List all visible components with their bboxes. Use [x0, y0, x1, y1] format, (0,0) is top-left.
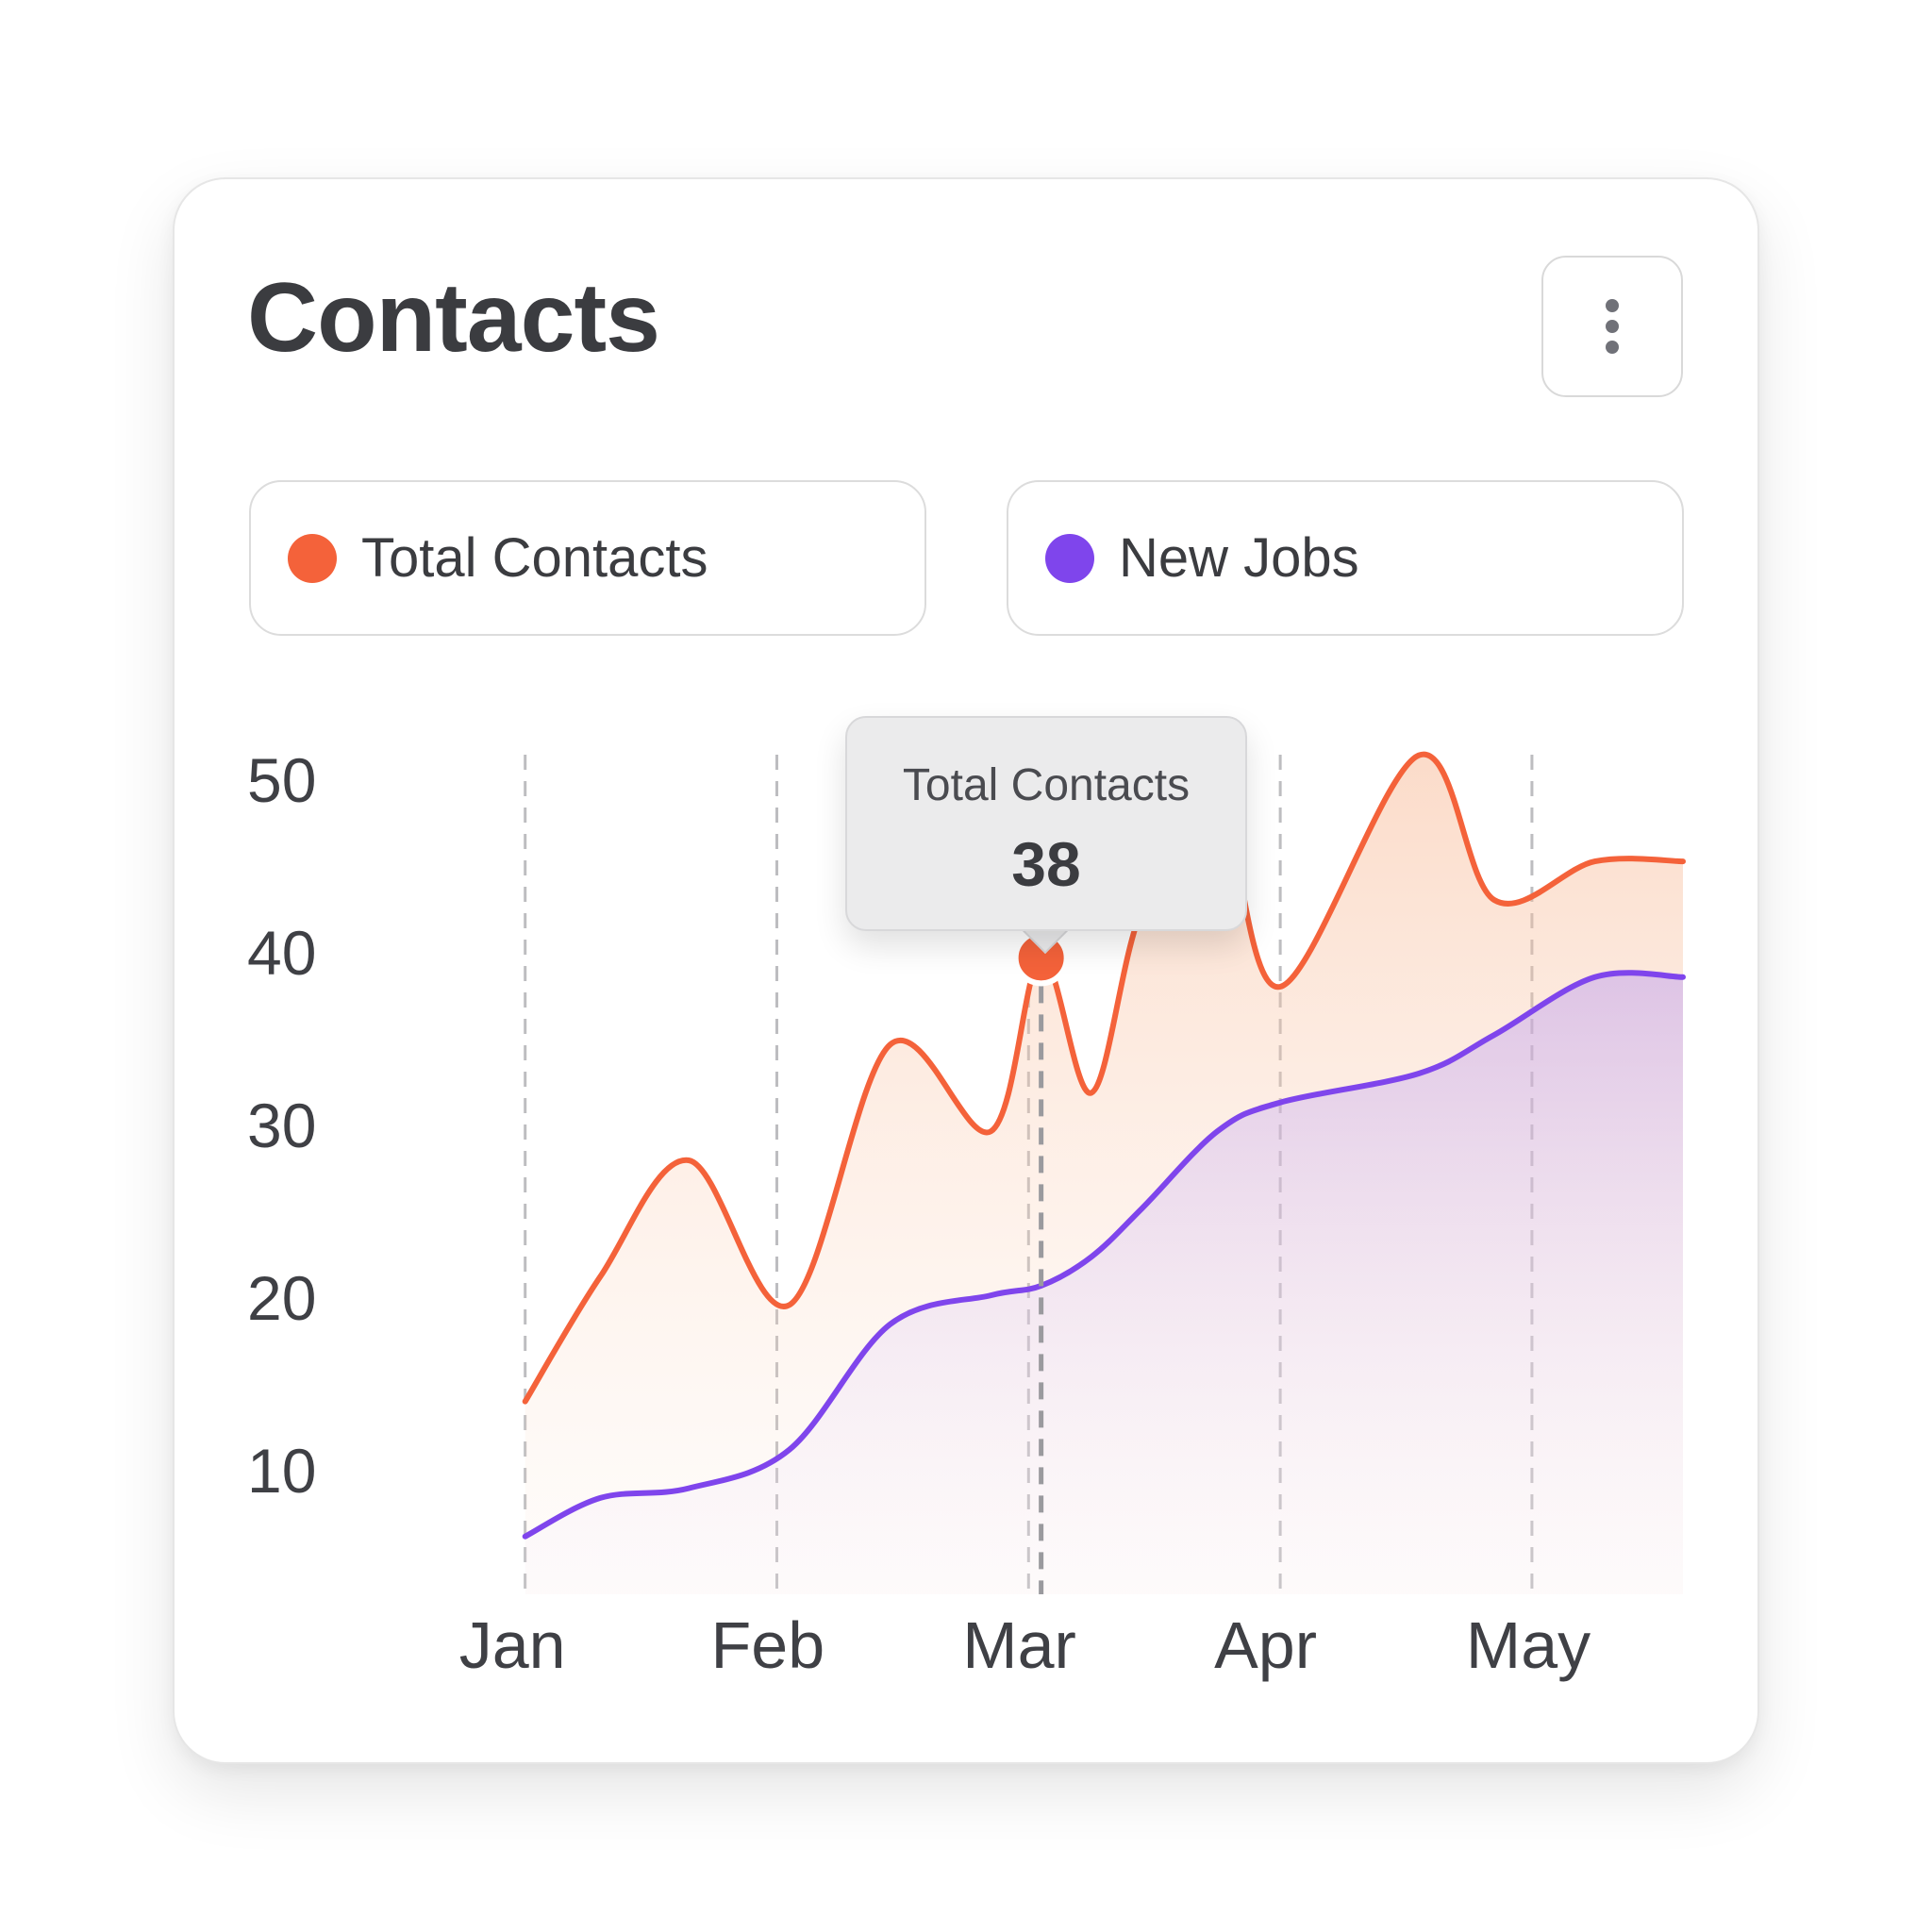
new-jobs-line — [522, 970, 1686, 1540]
x-tick-mar: Mar — [962, 1608, 1076, 1682]
x-tick-jan: Jan — [459, 1608, 566, 1682]
new-jobs-swatch — [1045, 533, 1094, 583]
legend-label-new-jobs: New Jobs — [1119, 527, 1359, 589]
y-tick-10: 10 — [247, 1436, 316, 1506]
y-tick-50: 50 — [247, 745, 316, 815]
legend-new-jobs[interactable]: New Jobs — [1007, 480, 1684, 636]
total-contacts-swatch — [288, 533, 337, 583]
y-tick-20: 20 — [247, 1263, 316, 1333]
tooltip-label: Total Contacts — [902, 760, 1191, 810]
y-tick-40: 40 — [247, 918, 316, 988]
new-jobs-area — [525, 973, 1684, 1594]
x-tick-may: May — [1466, 1608, 1591, 1682]
legend-label-total-contacts: Total Contacts — [361, 527, 708, 589]
y-tick-30: 30 — [247, 1091, 316, 1160]
x-tick-apr: Apr — [1214, 1608, 1317, 1682]
card-title: Contacts — [247, 263, 660, 373]
more-vertical-icon — [1606, 299, 1619, 354]
x-tick-feb: Feb — [711, 1608, 825, 1682]
total-contacts-line — [522, 751, 1686, 1405]
more-options-button[interactable] — [1541, 256, 1683, 397]
total-contacts-tooltip: Total Contacts 38 — [845, 716, 1247, 931]
legend-total-contacts[interactable]: Total Contacts — [249, 480, 926, 636]
tooltip-value: 38 — [1011, 829, 1081, 899]
